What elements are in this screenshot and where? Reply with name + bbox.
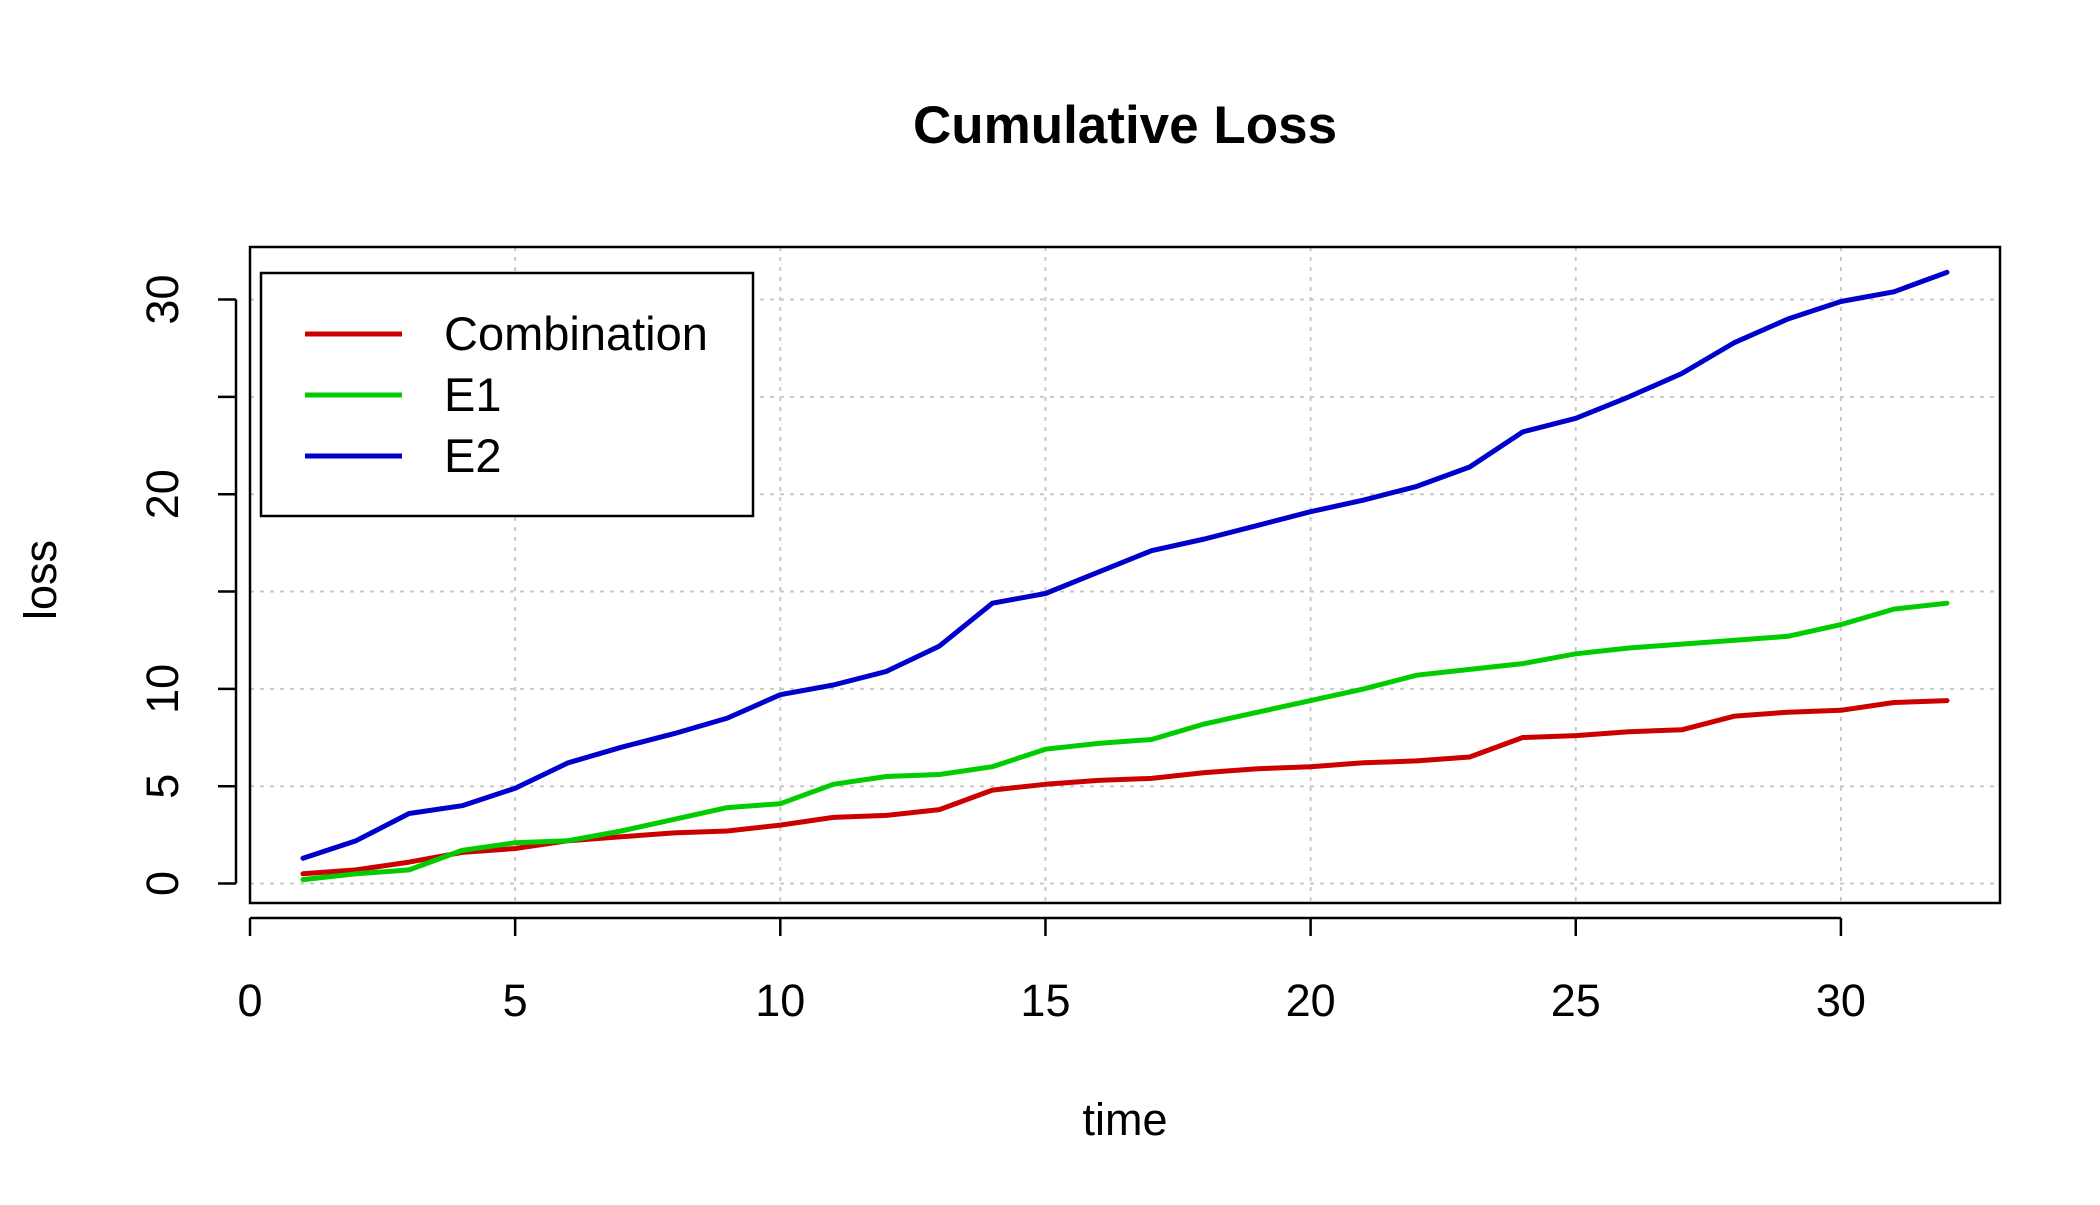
series-line-e1 — [300, 600, 1950, 883]
axes: 0 5 10 15 20 25 30 0 5 10 20 30 — [137, 275, 1866, 1026]
x-tick-label-30: 30 — [1816, 975, 1866, 1026]
x-tick-label-5: 5 — [503, 975, 528, 1026]
x-tick-label-25: 25 — [1551, 975, 1601, 1026]
y-axis-title: loss — [15, 540, 66, 620]
y-tick-label-10: 10 — [137, 664, 188, 714]
legend-label-combination: Combination — [444, 307, 708, 360]
x-tick-label-10: 10 — [755, 975, 805, 1026]
y-tick-label-30: 30 — [137, 275, 188, 325]
x-tick-label-20: 20 — [1286, 975, 1336, 1026]
plot-frame — [248, 245, 2002, 905]
x-tick-label-0: 0 — [237, 975, 262, 1026]
chart-title: Cumulative Loss — [913, 96, 1337, 155]
y-tick-label-0: 0 — [137, 871, 188, 896]
y-tick-label-5: 5 — [137, 774, 188, 799]
y-tick-label-20: 20 — [137, 469, 188, 519]
x-tick-label-15: 15 — [1020, 975, 1070, 1026]
series-lines — [300, 269, 1950, 883]
series-line-e2 — [300, 269, 1950, 861]
legend-label-e2: E2 — [444, 429, 502, 482]
legend-label-e1: E1 — [444, 368, 502, 421]
x-axis-title: time — [1082, 1094, 1167, 1145]
legend: Combination E1 E2 — [259, 271, 755, 518]
